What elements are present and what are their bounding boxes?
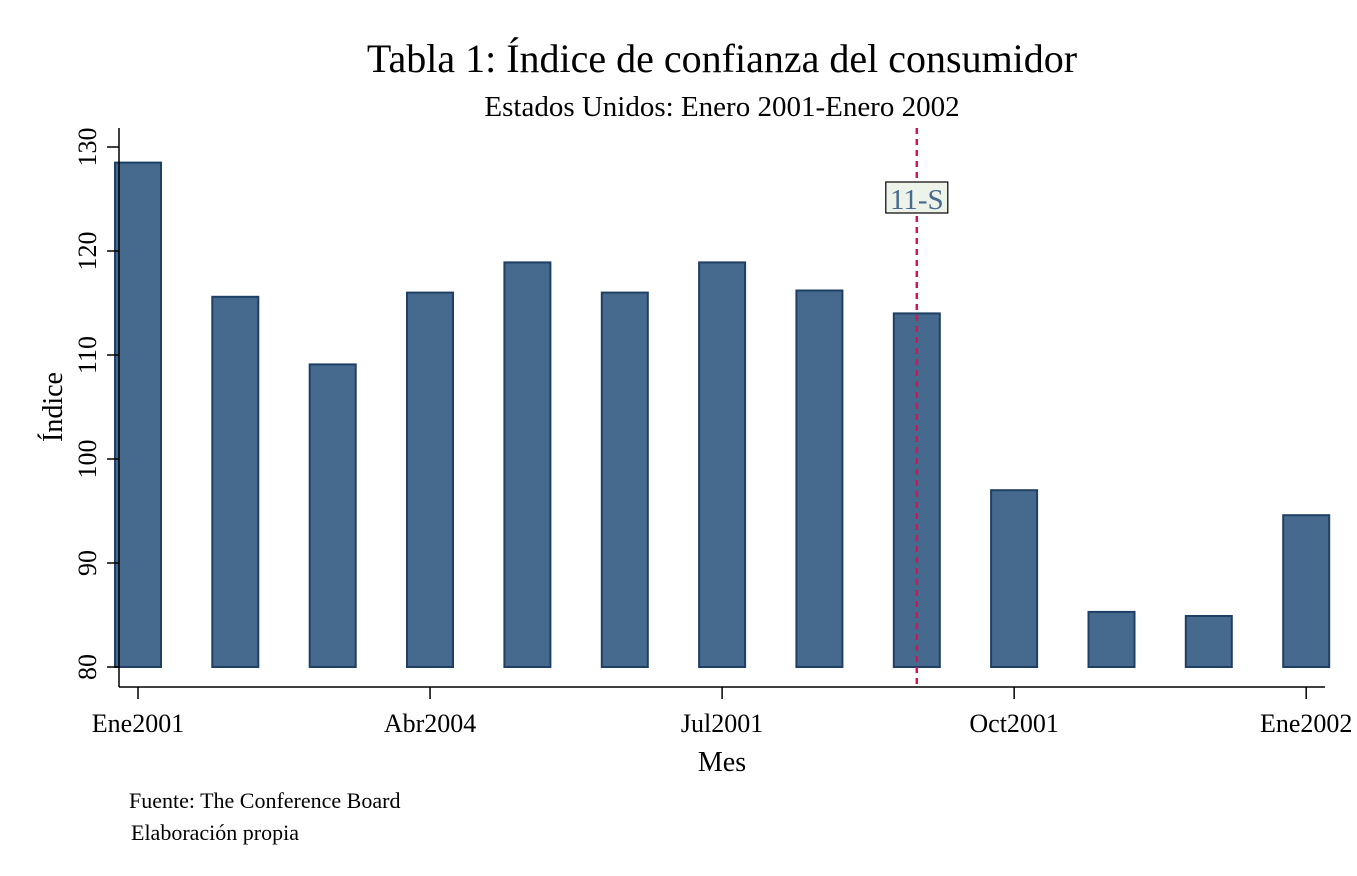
annotation-label: 11-S	[890, 184, 944, 216]
author-note: Elaboración propia	[131, 820, 299, 845]
y-ticks: 80 90 100 110 120 130	[73, 128, 119, 680]
bar-6	[698, 261, 747, 668]
bar-11	[1184, 615, 1233, 668]
y-tick-label-0: 80	[73, 654, 102, 680]
annotation-label-box	[885, 181, 949, 214]
chart-title: Tabla 1: Índice de confianza del consumi…	[367, 36, 1077, 81]
x-axis-label: Mes	[698, 747, 746, 778]
bar-7	[795, 289, 844, 668]
y-tick-label-3: 110	[73, 336, 102, 374]
bar-3	[406, 291, 454, 668]
bar-10	[1087, 610, 1136, 669]
y-tick-label-5: 130	[73, 128, 102, 167]
x-ticks: Ene2001 Abr2004 Jul2001 Oct2001 Ene2002	[92, 687, 1352, 738]
y-axis-label: Índice	[38, 372, 69, 442]
y-tick-label-4: 120	[73, 232, 102, 271]
x-tick-label-1: Abr2004	[384, 709, 476, 738]
bar-0	[114, 161, 162, 668]
bar-9	[990, 489, 1039, 669]
bar-4	[503, 261, 552, 668]
x-tick-label-3: Oct2001	[969, 709, 1059, 738]
bars	[114, 161, 1331, 669]
bar-1	[211, 295, 260, 668]
chart-subtitle: Estados Unidos: Enero 2001-Enero 2002	[484, 91, 959, 123]
x-tick-label-2: Jul2001	[681, 709, 763, 738]
bar-5	[600, 291, 649, 668]
source-note: Fuente: The Conference Board	[129, 788, 400, 813]
bar-2	[308, 363, 357, 668]
y-tick-label-2: 100	[73, 440, 102, 479]
x-tick-label-0: Ene2001	[92, 709, 184, 738]
y-tick-label-1: 90	[73, 550, 102, 576]
bar-12	[1282, 514, 1331, 669]
annotation-11s: 11-S	[885, 128, 949, 687]
x-tick-label-4: Ene2002	[1260, 709, 1352, 738]
